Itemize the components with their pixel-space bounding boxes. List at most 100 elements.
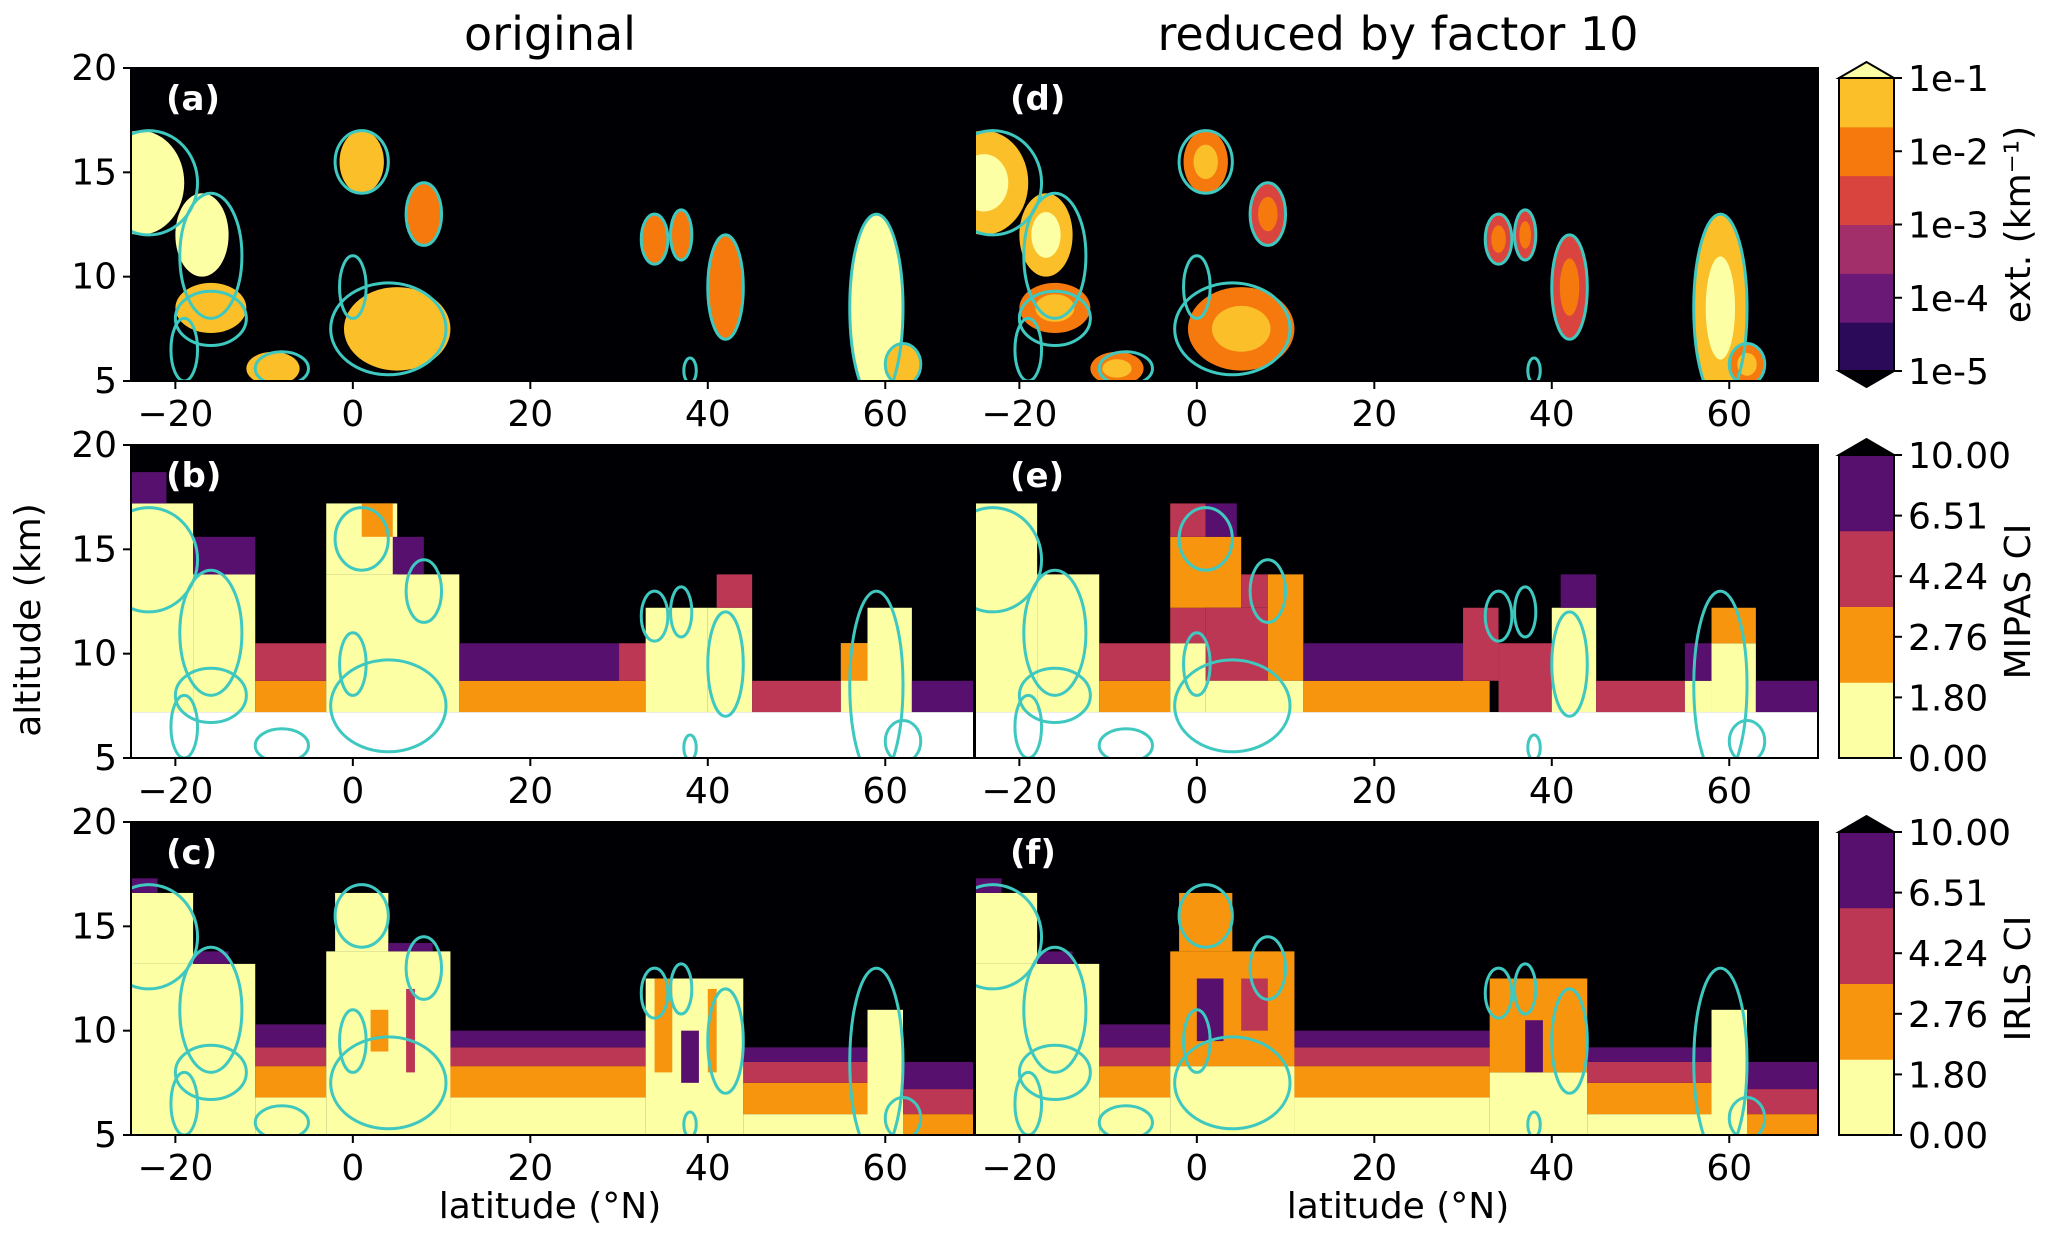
ci-cell (1560, 574, 1597, 608)
cloud-contour (1097, 1104, 1154, 1135)
ci-cell (1463, 607, 1499, 681)
y-tick-label: 15 (71, 529, 117, 570)
ci-cell (743, 1082, 868, 1115)
ci-cell (1711, 643, 1756, 713)
x-tick-label: 60 (862, 394, 908, 435)
colorbar-tick-label: 1e-4 (1908, 279, 1989, 320)
ci-cell (1037, 951, 1073, 964)
ci-cell (255, 1047, 327, 1067)
cloud-contour (639, 966, 670, 1020)
cloud-contour (329, 1035, 448, 1131)
ci-cell (131, 472, 167, 504)
colorbar-tick-label: 4.24 (1908, 557, 1988, 598)
cloud-contour (1182, 631, 1212, 697)
ci-cell (707, 988, 717, 1073)
cloud-contour (1173, 1035, 1292, 1131)
cloud-contour (682, 1110, 698, 1135)
extinction-blob-core (1211, 305, 1271, 352)
x-tick-label: 20 (507, 771, 553, 812)
colorbar-tick-label: 6.51 (1908, 874, 1988, 915)
cloud-contour (1526, 1110, 1542, 1135)
ci-cell (1170, 1066, 1295, 1135)
cloud-contour (131, 883, 200, 991)
ci-cell (752, 680, 841, 713)
cloud-contour (1013, 693, 1044, 758)
colorbar-tick-label: 4.24 (1908, 934, 1988, 975)
colorbar-tick-label: 10.00 (1908, 813, 2011, 854)
cloud-contour (253, 350, 310, 381)
ci-cell (743, 1114, 868, 1135)
cloud-contour (682, 356, 698, 381)
colorbar-extend-bottom (1835, 370, 1898, 389)
panel-e: (e) −20 0 20 40 60 (967, 444, 1819, 812)
cloud-contour (1526, 733, 1542, 758)
cloud-contour (1017, 289, 1092, 348)
cloud-contour (253, 727, 310, 758)
cloud-contour (178, 945, 244, 1074)
colorbar-3: 0.00 1.80 2.76 4.24 6.51 10.00 IRLS CI (1835, 813, 2039, 1157)
panel-background (131, 68, 974, 381)
cloud-contour (333, 506, 390, 572)
x-tick-label: 20 (1351, 771, 1397, 812)
panel-label: (e) (1010, 456, 1064, 496)
x-tick-label: −20 (137, 771, 213, 812)
extinction-blob (849, 214, 904, 381)
column-title-reduced: reduced by factor 10 (1158, 7, 1639, 61)
column-title-original: original (464, 7, 636, 61)
cloud-contour (1483, 966, 1514, 1020)
colorbar-tick-label: 1e-2 (1908, 132, 1989, 173)
colorbar-tick-label: 0.00 (1908, 1116, 1988, 1157)
cloud-contour (1692, 966, 1749, 1135)
ci-cell (1303, 680, 1490, 713)
x-tick-label: −20 (981, 771, 1057, 812)
colorbar-tick-label: 2.76 (1908, 618, 1988, 659)
ci-cell (450, 1030, 646, 1048)
ci-cell (193, 951, 229, 964)
x-tick-label: 20 (507, 1148, 553, 1189)
colorbar-tick-label: 1.80 (1908, 1055, 1988, 1096)
extinction-blob (641, 214, 668, 265)
ci-cell (1294, 1047, 1490, 1067)
ci-cell (1241, 574, 1268, 608)
panel-label: (f) (1010, 833, 1056, 873)
y-tick-label: 15 (71, 152, 117, 193)
y-tick-label: 5 (94, 738, 117, 779)
cloud-contour (253, 1104, 310, 1135)
ci-cell (1525, 1020, 1543, 1073)
ci-cell (681, 1030, 699, 1083)
cloud-contour (1483, 589, 1514, 643)
x-tick-label: 60 (862, 771, 908, 812)
ci-cell (1587, 1047, 1712, 1062)
ci-cell (1170, 536, 1242, 608)
cloud-contour (1483, 212, 1514, 266)
extinction-blob-core (975, 154, 1009, 212)
x-tick-label: 40 (685, 1148, 731, 1189)
colorbar-segment (1839, 907, 1894, 984)
colorbar-label: MIPAS CI (1998, 524, 2039, 680)
cloud-contour (706, 987, 745, 1095)
cloud-contour (1097, 350, 1154, 381)
extinction-blob (707, 234, 744, 340)
ci-cell (743, 1061, 868, 1083)
x-tick-label: 20 (1351, 394, 1397, 435)
cloud-contour (131, 506, 200, 614)
y-tick-label: 10 (71, 257, 117, 298)
colorbar-segment (1839, 983, 1894, 1060)
cloud-contour (669, 208, 694, 262)
cloud-contour (338, 254, 368, 320)
colorbar-tick-label: 6.51 (1908, 497, 1988, 538)
cloud-contour (883, 1095, 923, 1135)
x-tick-label: −20 (137, 394, 213, 435)
x-tick-label: 0 (341, 394, 364, 435)
cloud-contour (338, 1008, 368, 1074)
no-data-region (975, 712, 1818, 758)
colorbar-frame (1838, 454, 1895, 759)
panel-frame (974, 444, 1819, 759)
panel-b: (b) −20 0 20 40 60 5 10 15 20 (71, 425, 975, 812)
panel-plot-area (131, 68, 974, 381)
y-tick-label: 10 (71, 1011, 117, 1052)
extinction-blob (343, 287, 451, 371)
cloud-contour (1727, 1095, 1767, 1135)
